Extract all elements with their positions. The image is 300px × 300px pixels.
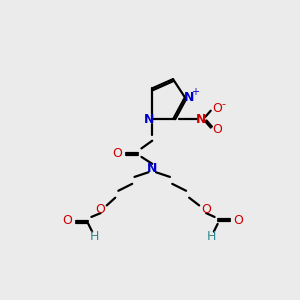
Text: O: O <box>213 102 223 115</box>
Text: O: O <box>213 123 223 136</box>
Text: O: O <box>63 214 72 227</box>
Text: H: H <box>90 230 99 243</box>
Text: O: O <box>112 146 122 160</box>
Text: N: N <box>184 91 194 104</box>
Text: -: - <box>222 100 226 110</box>
Text: H: H <box>207 230 216 243</box>
Text: N: N <box>144 113 154 126</box>
Text: +: + <box>191 87 199 97</box>
Text: O: O <box>96 203 106 216</box>
Text: O: O <box>201 203 211 216</box>
Text: N: N <box>147 162 158 175</box>
Text: N: N <box>196 113 207 126</box>
Text: O: O <box>233 214 243 227</box>
